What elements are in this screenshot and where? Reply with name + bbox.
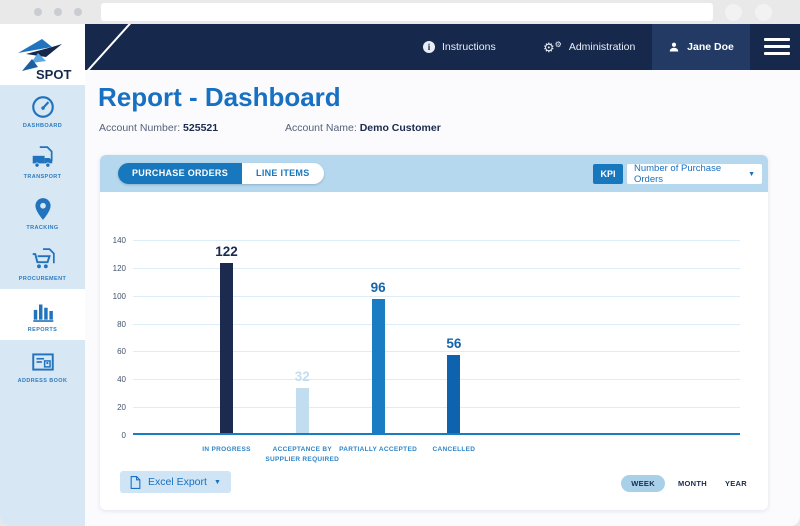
top-navbar: i Instructions ⚙⚙ Administration Jane Do… [85,24,800,70]
category-label: CANCELLED [432,446,476,453]
report-tabs: PURCHASE ORDERS LINE ITEMS [118,163,324,184]
gridline [133,351,740,353]
y-tick-label: 140 [112,236,126,245]
gridline [133,379,740,381]
sidebar-item-reports[interactable]: REPORTS [0,289,85,340]
bar-value-label: 122 [215,244,238,260]
y-tick-label: 40 [117,375,126,385]
y-tick-label: 20 [117,403,126,413]
nav-label: Instructions [442,41,496,53]
period-week[interactable]: WEEK [621,475,665,492]
tab-purchase-orders[interactable]: PURCHASE ORDERS [118,163,243,184]
bar-value-label: 32 [294,369,310,385]
sidebar-item-address-book[interactable]: ADDRESS BOOK [0,340,85,391]
address-card-icon [31,353,54,371]
user-icon [669,42,679,52]
sidebar: SPOT DASHBOARD TRANSPORT [0,24,85,526]
bar-chart-icon [32,304,53,322]
nav-user-menu[interactable]: Jane Doe [652,24,750,70]
x-axis-line [133,433,740,435]
y-tick-label: 0 [121,431,126,440]
map-pin-icon [34,198,51,220]
account-number-label: Account Number: [99,122,181,134]
window-control-dot[interactable] [74,8,82,16]
bar-partially-accepted [371,299,385,433]
period-month[interactable]: MONTH [677,479,707,488]
gears-icon: ⚙⚙ [543,39,562,55]
chart-category-labels: IN PROGRESS ACCEPTANCE BY SUPPLIER REQUIR… [133,445,740,467]
browser-button[interactable] [725,4,742,21]
bar-in-progress [220,263,233,433]
kpi-dropdown-value: Number of Purchase Orders [634,163,722,185]
sidebar-item-label: TRANSPORT [23,174,62,180]
gridline [133,323,740,325]
tab-line-items[interactable]: LINE ITEMS [242,163,324,184]
chevron-down-icon: ▼ [748,170,755,178]
user-name: Jane Doe [687,41,734,53]
sidebar-item-label: TRACKING [26,225,59,231]
account-number-value: 525521 [183,122,219,134]
sidebar-item-tracking[interactable]: TRACKING [0,187,85,238]
sidebar-item-label: ADDRESS BOOK [17,378,68,384]
nav-administration[interactable]: ⚙⚙ Administration [543,24,635,70]
excel-export-label: Excel Export [148,476,207,488]
account-name-value: Demo Customer [359,122,441,134]
window-control-dot[interactable] [54,8,62,16]
window-control-dot[interactable] [34,8,42,16]
kpi-chip: KPI [593,164,623,184]
y-tick-label: 80 [117,319,126,329]
gridline [133,295,740,297]
diagonal-accent [86,24,132,70]
document-icon [130,475,141,489]
sidebar-item-label: DASHBOARD [22,123,63,129]
bar-acceptance-by-supplier-required [295,388,309,433]
bar-value-label: 96 [370,280,386,296]
sidebar-item-label: REPORTS [27,327,58,333]
chart-plot: 122 32 96 56 [133,240,740,435]
page-title: Report - Dashboard [98,82,341,112]
account-name: Account Name: Demo Customer [285,122,441,134]
nav-instructions[interactable]: i Instructions [423,24,496,70]
period-year[interactable]: YEAR [724,479,747,488]
y-tick-label: 120 [112,263,126,273]
bird-logo-icon: SPOT [17,39,71,81]
sidebar-item-label: PROCUREMENT [18,276,67,282]
sidebar-item-transport[interactable]: TRANSPORT [0,136,85,187]
bar-cancelled [447,355,461,433]
browser-button[interactable] [755,4,772,21]
info-icon: i [423,41,435,53]
gridline [133,267,740,269]
main-content: Report - Dashboard Account Number: 52552… [85,70,800,526]
app-logo[interactable]: SPOT [0,24,85,85]
gauge-icon [31,96,54,118]
sidebar-item-procurement[interactable]: PROCUREMENT [0,238,85,289]
nav-label: Administration [568,41,636,53]
hamburger-menu-icon[interactable] [764,38,790,59]
y-tick-label: 60 [117,347,126,357]
report-panel: PURCHASE ORDERS LINE ITEMS KPI Number of… [100,155,768,510]
account-number: Account Number: 525521 [99,122,218,134]
category-label: ACCEPTANCE BY SUPPLIER REQUIRED [265,446,340,463]
cart-icon [32,248,55,269]
bar-value-label: 56 [446,336,462,351]
chevron-down-icon: ▼ [213,478,221,486]
kpi-dropdown[interactable]: Number of Purchase Orders ▼ [627,163,762,185]
panel-header: PURCHASE ORDERS LINE ITEMS KPI Number of… [100,155,768,192]
account-name-label: Account Name: [285,122,357,134]
truck-icon [32,146,53,168]
gridline [133,407,740,409]
period-toggle: WEEK MONTH YEAR [621,475,752,492]
sidebar-item-dashboard[interactable]: DASHBOARD [0,85,85,136]
svg-text:SPOT: SPOT [36,67,71,81]
category-label: IN PROGRESS [202,446,251,453]
chart-y-axis: 0 20 40 60 80 100 120 140 [100,236,126,440]
y-tick-label: 100 [112,291,126,301]
gridline [133,240,740,241]
excel-export-button[interactable]: Excel Export ▼ [120,471,231,493]
category-label: PARTIALLY ACCEPTED [339,446,418,453]
browser-chrome [0,0,800,24]
url-bar[interactable] [101,3,713,21]
